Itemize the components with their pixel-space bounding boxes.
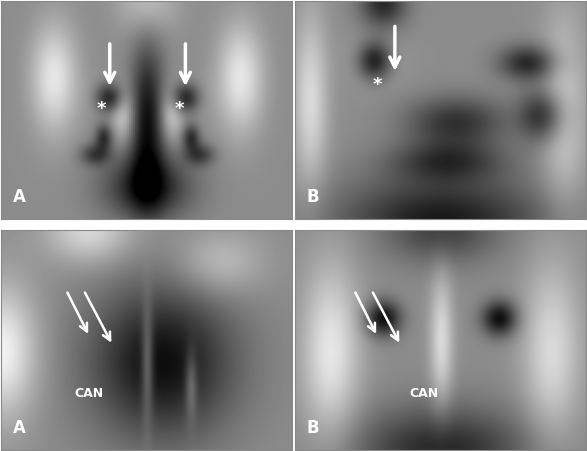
Text: A: A	[13, 419, 26, 437]
Text: CAN: CAN	[75, 387, 104, 400]
Text: B: B	[306, 419, 319, 437]
Text: *: *	[373, 76, 382, 94]
Text: CAN: CAN	[409, 387, 438, 400]
Text: *: *	[175, 100, 184, 118]
Text: B: B	[306, 188, 319, 206]
Text: A: A	[13, 188, 26, 206]
Text: *: *	[96, 100, 106, 118]
